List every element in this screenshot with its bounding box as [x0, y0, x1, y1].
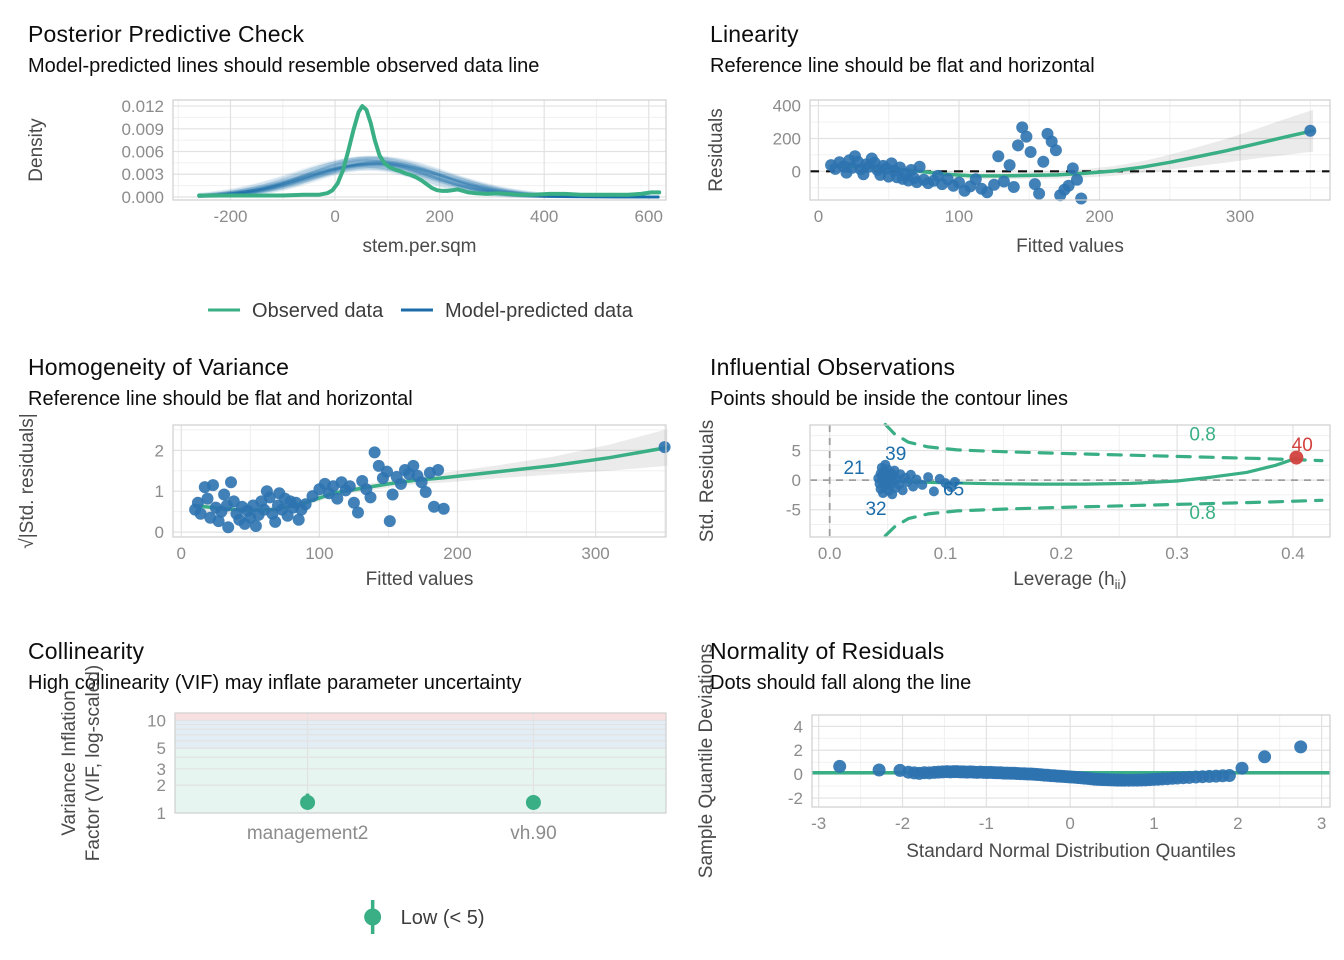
svg-text:0.009: 0.009	[121, 120, 164, 139]
collinearity-title: Collinearity	[28, 638, 145, 664]
svg-text:0: 0	[177, 544, 186, 563]
collinearity-vif-plot: management2 vh.90 1 23 5 10 Variance Inflation…	[59, 665, 667, 934]
panel-collinearity: Collinearity High collinearity (VIF) may…	[0, 629, 672, 960]
svg-text:300: 300	[581, 544, 609, 563]
svg-text:0: 0	[792, 162, 801, 181]
svg-text:1: 1	[1149, 814, 1158, 833]
influential-leverage-plot: 21 39 65 32 0.8 0.8 40 0.0 0.1 0.2 0.3 0.4 -5 0 5 Lever…	[697, 420, 1331, 592]
svg-text:3: 3	[1317, 814, 1326, 833]
svg-text:Variance Inflation: Variance Inflation	[59, 690, 80, 835]
svg-text:-2: -2	[788, 789, 803, 808]
normality-title: Normality of Residuals	[710, 638, 945, 664]
svg-text:3: 3	[157, 760, 166, 779]
svg-text:-5: -5	[786, 501, 801, 520]
svg-text:2: 2	[1233, 814, 1242, 833]
svg-text:0: 0	[1065, 814, 1074, 833]
ppc-subtitle: Model-predicted lines should resemble ob…	[28, 55, 540, 77]
collinearity-subtitle: High collinearity (VIF) may inflate para…	[28, 672, 522, 694]
svg-text:1: 1	[157, 804, 166, 823]
svg-text:Observed data: Observed data	[252, 300, 384, 322]
svg-text:management2: management2	[247, 823, 368, 844]
svg-text:0: 0	[155, 523, 164, 542]
svg-text:10: 10	[147, 711, 166, 730]
panel-influential-observations: Influential Observations Points should b…	[672, 345, 1344, 629]
panel-linearity: Linearity Reference line should be flat …	[672, 0, 1344, 345]
svg-text:Model-predicted data: Model-predicted data	[445, 300, 634, 322]
svg-text:21: 21	[843, 458, 864, 479]
svg-text:0: 0	[330, 207, 339, 226]
homogeneity-scatter-plot: 0 100 200 300 0 1 2 Fitted values √|Std. residua…	[17, 413, 671, 590]
homogeneity-title: Homogeneity of Variance	[28, 354, 290, 380]
homogeneity-subtitle: Reference line should be flat and horizo…	[28, 388, 413, 410]
svg-text:0: 0	[814, 207, 823, 226]
svg-text:1: 1	[155, 482, 164, 501]
ppc-density-plot: -200 0 200 400 600 0.000 0.003 0.006 0.009 0.012 s…	[26, 97, 667, 322]
svg-text:Residuals: Residuals	[706, 108, 727, 191]
svg-text:400: 400	[773, 97, 801, 116]
svg-text:0.2: 0.2	[1049, 544, 1073, 563]
svg-text:0: 0	[792, 471, 801, 490]
svg-text:2: 2	[157, 776, 166, 795]
svg-text:2: 2	[794, 741, 803, 760]
svg-text:400: 400	[530, 207, 558, 226]
svg-text:0.8: 0.8	[1189, 424, 1215, 445]
svg-text:4: 4	[794, 717, 803, 736]
svg-text:200: 200	[443, 544, 471, 563]
panel-homogeneity-of-variance: Homogeneity of Variance Reference line s…	[0, 345, 672, 629]
linearity-title: Linearity	[710, 21, 799, 47]
svg-text:200: 200	[425, 207, 453, 226]
svg-text:0.4: 0.4	[1281, 544, 1305, 563]
svg-text:0.1: 0.1	[934, 544, 958, 563]
svg-text:200: 200	[1085, 207, 1113, 226]
linearity-scatter-plot: 0 100 200 300 0 200 400 Fitted values Residuals	[706, 97, 1331, 257]
svg-text:0.003: 0.003	[121, 165, 164, 184]
normality-qq-plot: -3 -2 -1 0 1 2 3 -2 0 2 4 Standard Normal Distribut…	[696, 644, 1331, 878]
svg-text:39: 39	[885, 444, 906, 465]
influential-subtitle: Points should be inside the contour line…	[710, 388, 1069, 410]
svg-text:Low (< 5): Low (< 5)	[401, 907, 485, 929]
svg-text:65: 65	[943, 480, 964, 501]
svg-text:Std. Residuals: Std. Residuals	[697, 420, 718, 543]
svg-text:-200: -200	[213, 207, 247, 226]
svg-text:Sample Quantile Deviations: Sample Quantile Deviations	[696, 644, 717, 878]
svg-text:stem.per.sqm: stem.per.sqm	[362, 236, 476, 257]
svg-text:Fitted values: Fitted values	[366, 569, 474, 590]
panel-posterior-predictive-check: Posterior Predictive Check Model-predict…	[0, 0, 672, 345]
panel-normality-of-residuals: Normality of Residuals Dots should fall …	[672, 629, 1344, 960]
normality-subtitle: Dots should fall along the line	[710, 672, 972, 694]
svg-text:2: 2	[155, 441, 164, 460]
svg-text:5: 5	[157, 739, 166, 758]
svg-text:40: 40	[1292, 435, 1313, 456]
svg-text:-2: -2	[895, 814, 910, 833]
svg-text:32: 32	[865, 499, 886, 520]
svg-text:0.006: 0.006	[121, 143, 164, 162]
svg-text:Fitted values: Fitted values	[1016, 236, 1124, 257]
svg-text:0: 0	[794, 765, 803, 784]
influential-title: Influential Observations	[710, 354, 956, 380]
svg-text:Factor (VIF, log-scaled): Factor (VIF, log-scaled)	[83, 665, 104, 861]
svg-text:0.3: 0.3	[1165, 544, 1189, 563]
svg-text:Leverage (hii): Leverage (hii)	[1013, 569, 1127, 592]
svg-text:Standard Normal Distribution Q: Standard Normal Distribution Quantiles	[906, 841, 1236, 862]
svg-text:-3: -3	[811, 814, 826, 833]
linearity-subtitle: Reference line should be flat and horizo…	[710, 55, 1095, 77]
svg-text:Density: Density	[26, 118, 47, 182]
svg-text:√|Std. residuals|: √|Std. residuals|	[17, 413, 38, 548]
svg-text:-1: -1	[979, 814, 994, 833]
svg-text:300: 300	[1226, 207, 1254, 226]
ppc-title: Posterior Predictive Check	[28, 21, 305, 47]
svg-text:100: 100	[945, 207, 973, 226]
svg-text:0.0: 0.0	[818, 544, 842, 563]
svg-text:100: 100	[305, 544, 333, 563]
svg-text:0.000: 0.000	[121, 188, 164, 207]
svg-text:0.012: 0.012	[121, 97, 164, 116]
svg-text:5: 5	[792, 441, 801, 460]
svg-text:600: 600	[635, 207, 663, 226]
svg-text:0.8: 0.8	[1189, 503, 1215, 524]
svg-text:vh.90: vh.90	[510, 823, 556, 844]
svg-text:200: 200	[773, 130, 801, 149]
